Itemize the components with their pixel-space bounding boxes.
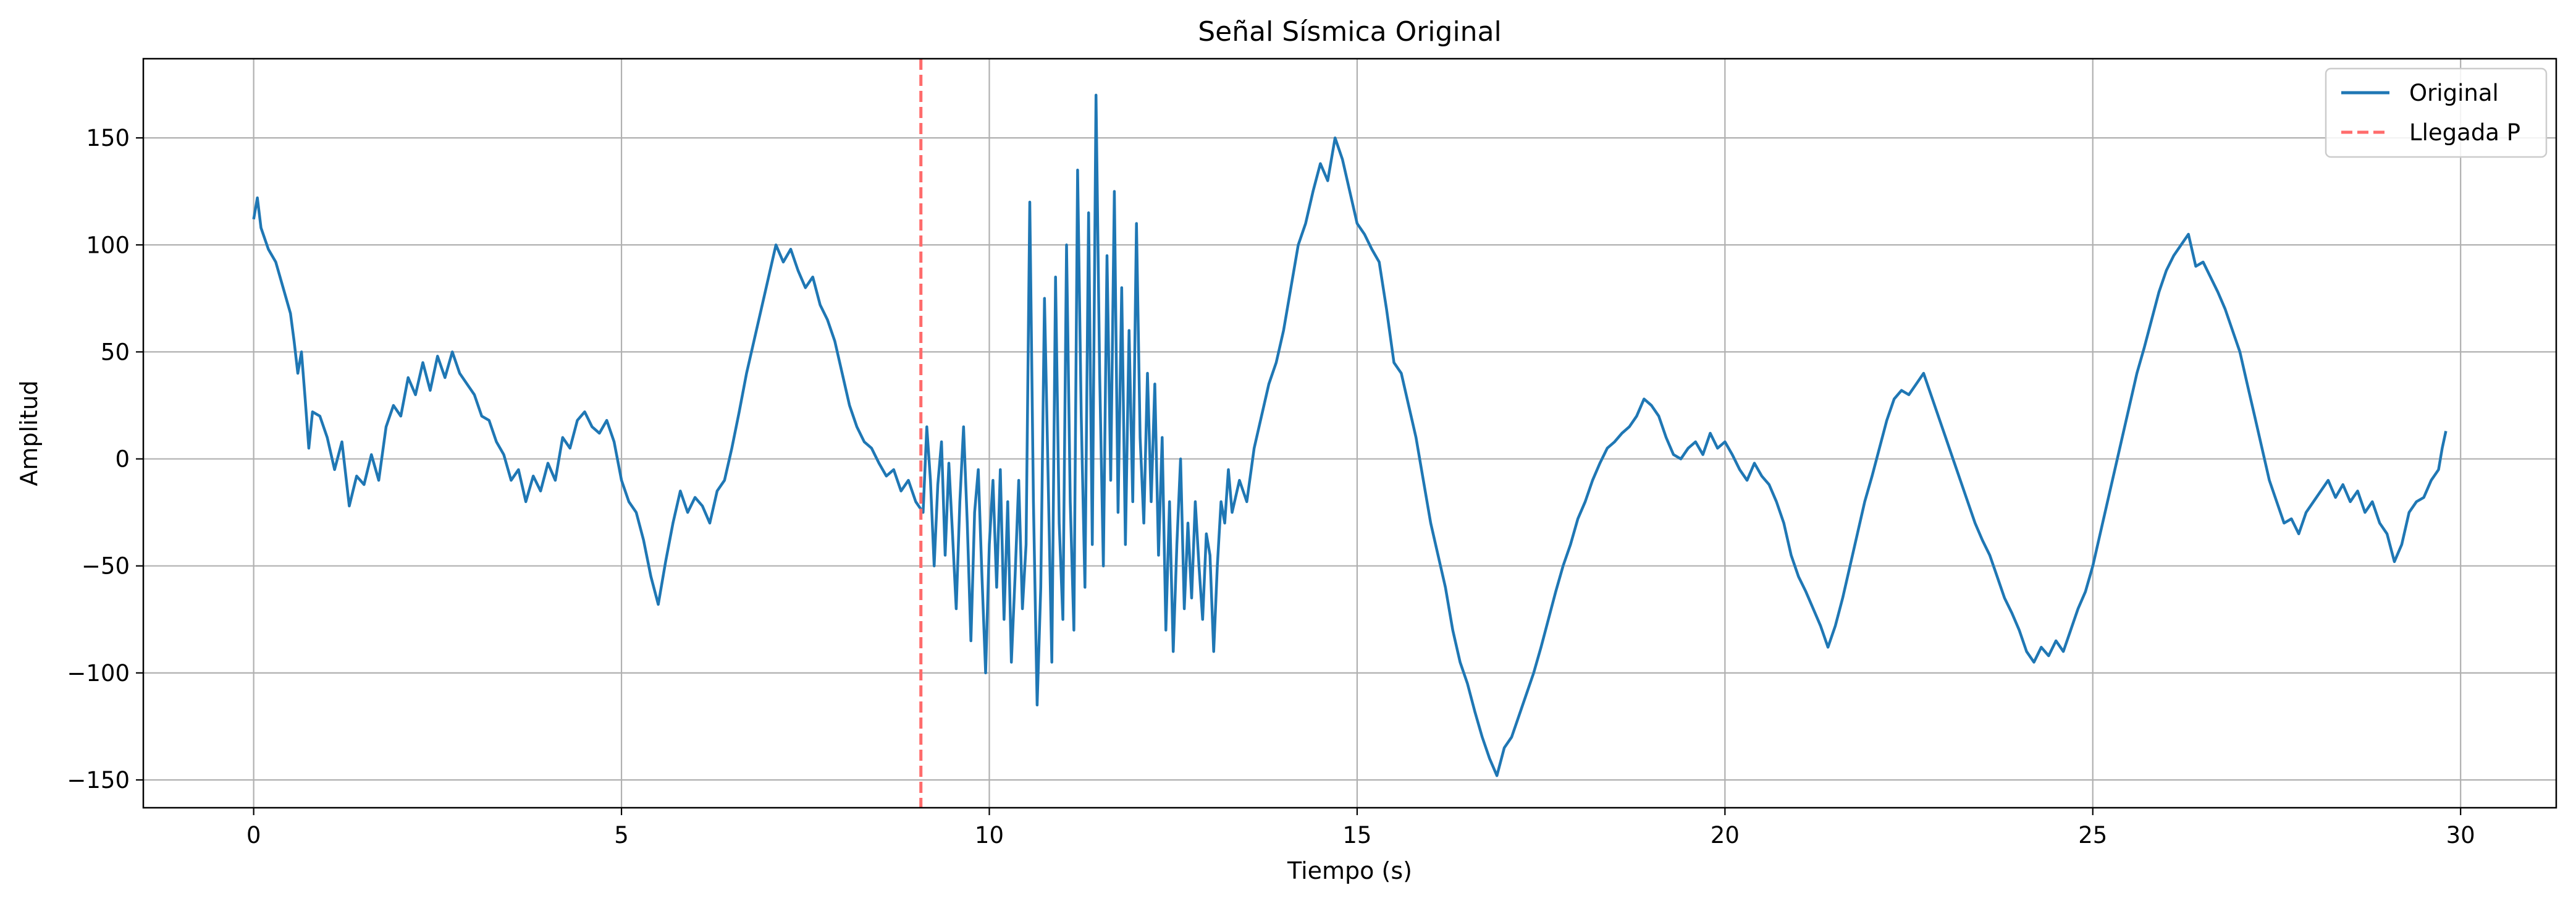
legend-label-p-arrival: Llegada P (2409, 119, 2520, 146)
y-tick-label: 150 (86, 125, 130, 151)
plot-frame (142, 57, 2557, 809)
legend-label-original: Original (2409, 80, 2499, 106)
y-tick-label: −150 (67, 767, 130, 794)
x-tick-label: 10 (975, 822, 1004, 849)
y-tick-label: −100 (67, 660, 130, 687)
y-tick-label: 50 (101, 339, 130, 365)
x-tick-label: 15 (1342, 822, 1371, 849)
x-axis-label: Tiempo (s) (1287, 857, 1412, 884)
x-tick-label: 25 (2078, 822, 2107, 849)
plot-area (252, 59, 2448, 808)
x-tick-label: 30 (2446, 822, 2475, 849)
signal-line-original (252, 93, 2448, 777)
y-tick-label: −50 (82, 553, 130, 580)
legend: Original Llegada P (2325, 67, 2548, 158)
legend-box (2325, 67, 2548, 158)
chart-title: Señal Sísmica Original (1198, 16, 1502, 48)
x-tick-label: 0 (246, 822, 261, 849)
x-tick-label: 5 (614, 822, 629, 849)
y-tick-label: 0 (115, 446, 130, 473)
axis-ticks: 0 5 10 15 20 25 30 −150 −100 −50 0 50 100 150 (67, 125, 2475, 849)
x-tick-label: 20 (1711, 822, 1740, 849)
y-tick-label: 100 (86, 232, 130, 258)
grid (143, 59, 2556, 808)
y-axis-label: Amplitud (15, 380, 43, 486)
